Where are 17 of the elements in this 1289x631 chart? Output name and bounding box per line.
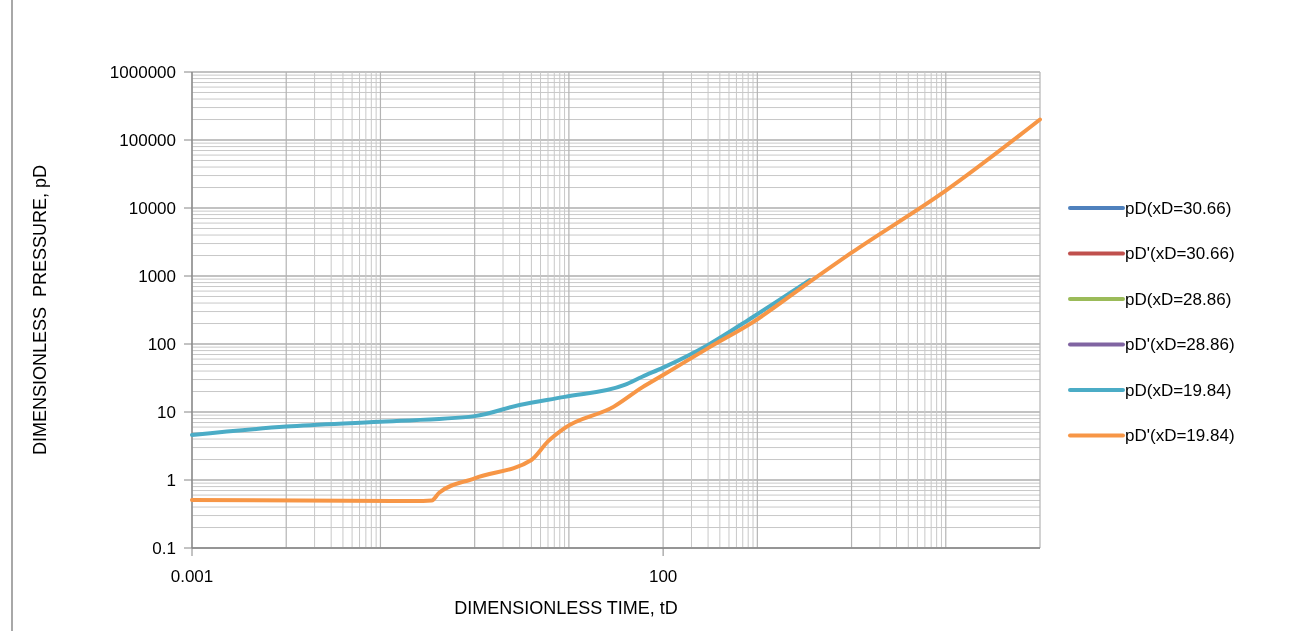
y-axis-title: DIMENSIONLESS PRESSURE, pD (30, 164, 50, 456)
y-tick-label: 1000000 (109, 62, 176, 82)
y-tick-label: 100000 (119, 130, 176, 150)
y-tick-label: 100 (147, 334, 176, 354)
y-tick-label: 1 (166, 470, 176, 490)
y-tick-label: 10000 (128, 198, 176, 218)
x-axis-title: DIMENSIONLESS TIME, tD (454, 598, 678, 618)
legend-label: pD'(xD=30.66) (1125, 244, 1235, 264)
legend-label: pD(xD=30.66) (1125, 198, 1232, 218)
y-tick-label: 0.1 (152, 538, 176, 558)
legend-label: pD(xD=19.84) (1125, 380, 1232, 400)
legend-label: pD(xD=28.86) (1125, 289, 1232, 309)
legend-label: pD'(xD=28.86) (1125, 335, 1235, 355)
y-tick-label: 1000 (138, 266, 176, 286)
x-tick-label: 0.001 (170, 566, 214, 586)
y-tick-label: 10 (157, 402, 176, 422)
legend-label: pD'(xD=19.84) (1125, 426, 1235, 446)
